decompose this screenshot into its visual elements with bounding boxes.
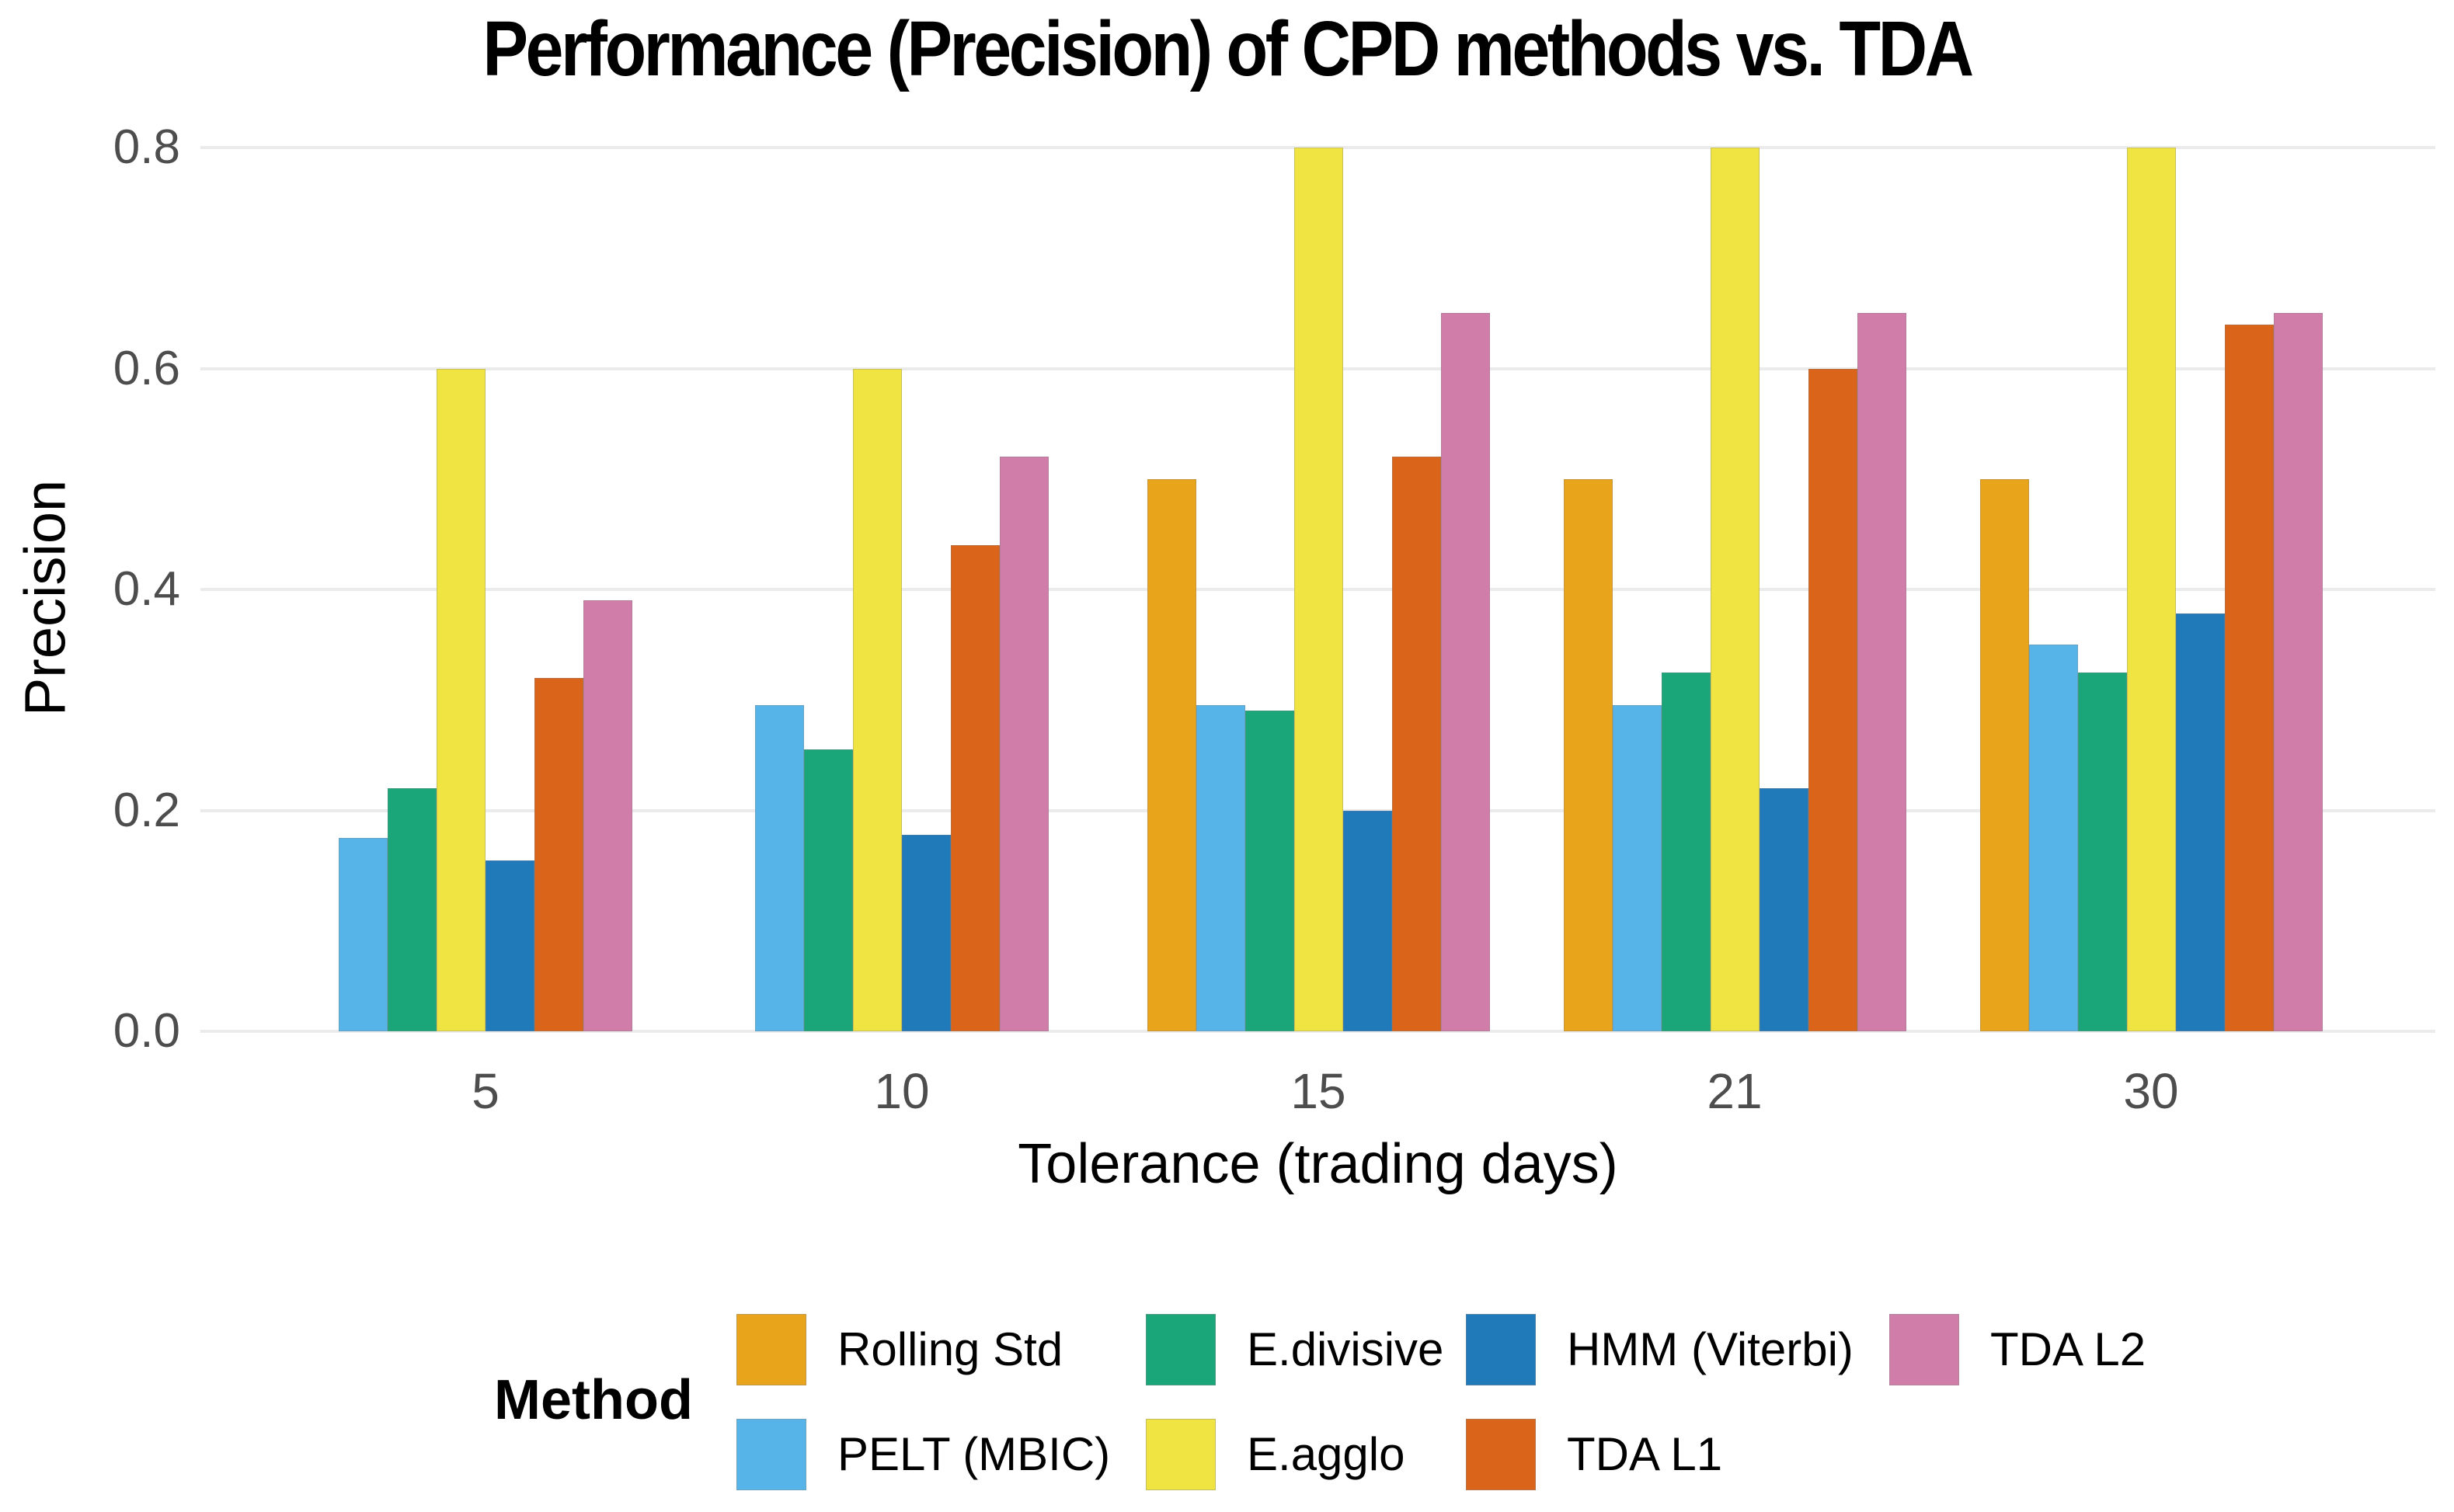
- legend-key-e-agglo: [1146, 1419, 1216, 1490]
- y-tick-label-0.6: 0.6: [113, 341, 180, 395]
- legend-label-tda-l1: TDA L1: [1567, 1428, 1723, 1480]
- x-tick-label-5: 5: [472, 1063, 500, 1119]
- y-tick-label-0.2: 0.2: [113, 783, 180, 837]
- gridline-0.0: [200, 1030, 2435, 1033]
- bar-rolling-std-tol15: [1147, 478, 1196, 1031]
- bar-hmm-viterbi--tol30: [2175, 613, 2225, 1031]
- bar-hmm-viterbi--tol15: [1342, 810, 1392, 1031]
- plot-panel: [200, 146, 2435, 1033]
- x-tick-label-10: 10: [874, 1063, 930, 1119]
- legend-label-rolling-std: Rolling Std: [837, 1323, 1063, 1375]
- bar-hmm-viterbi--tol21: [1759, 788, 1808, 1031]
- bar-e-agglo-tol10: [853, 368, 902, 1031]
- bar-tda-l2-tol15: [1440, 313, 1490, 1031]
- legend-label-hmm-viterbi-: HMM (Viterbi): [1567, 1323, 1854, 1375]
- bar-hmm-viterbi--tol5: [486, 860, 534, 1031]
- bar-tda-l2-tol21: [1857, 313, 1906, 1031]
- bar-tda-l1-tol10: [951, 545, 1000, 1031]
- bar-tda-l2-tol30: [2273, 313, 2323, 1031]
- bar-e-divisive-tol5: [388, 788, 437, 1031]
- y-tick-label-0.4: 0.4: [113, 562, 180, 616]
- bar-tda-l1-tol21: [1808, 368, 1857, 1031]
- bar-hmm-viterbi--tol10: [902, 834, 951, 1031]
- legend-key-tda-l1: [1466, 1419, 1536, 1490]
- legend-label-pelt-mbic-: PELT (MBIC): [837, 1428, 1111, 1480]
- bar-tda-l1-tol30: [2224, 324, 2274, 1031]
- legend-key-hmm-viterbi-: [1466, 1314, 1536, 1385]
- bar-e-divisive-tol21: [1661, 672, 1711, 1031]
- legend-key-pelt-mbic-: [736, 1419, 806, 1490]
- bar-rolling-std-tol30: [1979, 478, 2029, 1031]
- bar-pelt-mbic--tol5: [339, 838, 388, 1031]
- bar-e-divisive-tol10: [804, 749, 853, 1031]
- legend-key-rolling-std: [736, 1314, 806, 1385]
- bar-e-agglo-tol30: [2126, 148, 2176, 1031]
- bar-pelt-mbic--tol30: [2028, 645, 2078, 1031]
- y-tick-label-0.8: 0.8: [113, 120, 180, 174]
- bar-pelt-mbic--tol21: [1612, 705, 1662, 1031]
- legend-label-e-divisive: E.divisive: [1247, 1323, 1444, 1375]
- x-tick-label-15: 15: [1290, 1063, 1346, 1119]
- legend-label-tda-l2: TDA L2: [1990, 1323, 2146, 1375]
- bar-pelt-mbic--tol15: [1196, 705, 1245, 1031]
- bar-e-divisive-tol15: [1244, 711, 1294, 1031]
- y-tick-label-0.0: 0.0: [113, 1004, 180, 1058]
- bar-tda-l1-tol15: [1391, 457, 1441, 1031]
- legend-key-tda-l2: [1889, 1314, 1959, 1385]
- bar-tda-l2-tol10: [1000, 457, 1049, 1031]
- legend-key-e-divisive: [1146, 1314, 1216, 1385]
- bar-tda-l2-tol5: [583, 600, 632, 1031]
- legend-title: Method: [494, 1369, 693, 1431]
- legend-label-e-agglo: E.agglo: [1247, 1428, 1405, 1480]
- x-tick-label-30: 30: [2123, 1063, 2179, 1119]
- x-tick-label-21: 21: [1707, 1063, 1763, 1119]
- bar-e-divisive-tol30: [2077, 672, 2127, 1031]
- x-axis-title: Tolerance (trading days): [1018, 1133, 1618, 1195]
- bar-tda-l1-tol5: [534, 677, 583, 1031]
- bar-pelt-mbic--tol10: [755, 705, 804, 1031]
- bar-rolling-std-tol21: [1563, 478, 1613, 1031]
- bar-e-agglo-tol5: [437, 368, 486, 1031]
- bar-e-agglo-tol21: [1710, 148, 1760, 1031]
- chart-title: Performance (Precision) of CPD methods v…: [482, 5, 1974, 92]
- bar-e-agglo-tol15: [1293, 148, 1343, 1031]
